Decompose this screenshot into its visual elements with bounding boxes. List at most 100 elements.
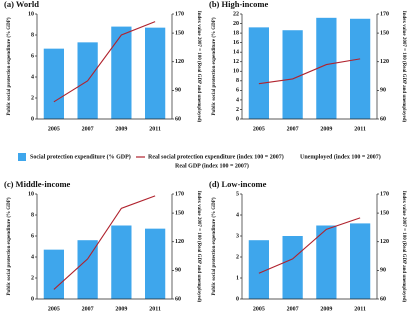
y-tick-label: 4 bbox=[236, 212, 239, 218]
y-tick-label: 4 bbox=[236, 97, 239, 103]
line bbox=[258, 58, 361, 85]
x-tick-label: 2009 bbox=[320, 126, 332, 132]
line bbox=[258, 217, 361, 274]
y-tick-label: 5 bbox=[236, 191, 239, 197]
y2-tick-label: 120 bbox=[380, 59, 389, 65]
y2-tick-label: 170 bbox=[175, 191, 184, 197]
y-tick-label: 8 bbox=[31, 212, 34, 218]
bar bbox=[248, 240, 269, 299]
x-tick-label: 2007 bbox=[287, 126, 299, 132]
x-tick-label: 2007 bbox=[287, 306, 299, 312]
panel-title: (b) High-income bbox=[209, 0, 268, 9]
bar bbox=[316, 17, 337, 119]
legend-label: Real GDP (index 100 = 2007) bbox=[175, 162, 249, 169]
bar bbox=[316, 225, 337, 299]
y-tick-label: 6 bbox=[31, 233, 34, 239]
y-tick-label: 4 bbox=[31, 254, 34, 260]
x-tick-label: 2009 bbox=[115, 126, 127, 132]
y-tick-label: 16 bbox=[233, 40, 239, 46]
y2-tick-label: 60 bbox=[175, 296, 181, 302]
y2-tick-label: 90 bbox=[175, 268, 181, 274]
y-axis-title: Public social protection expenditure (% … bbox=[212, 197, 217, 295]
y-tick-label: 6 bbox=[236, 88, 239, 94]
bar bbox=[43, 249, 64, 299]
y-tick-label: 20 bbox=[233, 21, 239, 27]
y-tick-label: 0 bbox=[31, 296, 34, 302]
y-tick-label: 18 bbox=[233, 30, 239, 36]
bar bbox=[43, 48, 64, 119]
line bbox=[53, 21, 156, 103]
y-tick-label: 0 bbox=[236, 296, 239, 302]
y-tick-label: 6 bbox=[31, 53, 34, 59]
y-tick-label: 4 bbox=[31, 74, 34, 80]
y-tick-label: 2 bbox=[236, 107, 239, 113]
y2-axis-title: Index value 2007 = 100 (Real GDP and une… bbox=[196, 11, 201, 123]
x-tick-label: 2007 bbox=[82, 306, 94, 312]
y2-tick-label: 120 bbox=[175, 59, 184, 65]
y-tick-label: 8 bbox=[236, 78, 239, 84]
bar bbox=[248, 27, 269, 120]
y2-tick-label: 90 bbox=[175, 88, 181, 94]
y-tick-label: 8 bbox=[31, 32, 34, 38]
y2-axis-title: Index value 2007 = 100 (Real GDP and une… bbox=[196, 191, 201, 303]
y2-tick-label: 90 bbox=[380, 268, 386, 274]
x-tick-label: 2005 bbox=[48, 306, 60, 312]
y2-axis-title: Index value 2007 = 100 (Real GDP and une… bbox=[401, 191, 406, 303]
y2-tick-label: 60 bbox=[175, 116, 181, 122]
y2-tick-label: 120 bbox=[175, 239, 184, 245]
y2-tick-label: 60 bbox=[380, 116, 386, 122]
y-tick-label: 3 bbox=[236, 233, 239, 239]
panel-title: (c) Middle-income bbox=[4, 179, 71, 189]
x-tick-label: 2007 bbox=[82, 126, 94, 132]
legend-label: Real social protection expenditure (inde… bbox=[148, 153, 284, 160]
panel-title: (d) Low-income bbox=[209, 179, 267, 189]
x-tick-label: 2011 bbox=[149, 126, 161, 132]
y2-tick-label: 170 bbox=[175, 11, 184, 17]
y-tick-label: 10 bbox=[28, 191, 34, 197]
y-tick-label: 12 bbox=[233, 59, 239, 65]
y2-tick-label: 170 bbox=[380, 11, 389, 17]
y-axis-title: Public social protection expenditure (% … bbox=[212, 17, 217, 115]
y2-tick-label: 90 bbox=[380, 88, 386, 94]
y-tick-label: 2 bbox=[31, 275, 34, 281]
y-tick-label: 10 bbox=[233, 69, 239, 75]
y-axis-title: Public social protection expenditure (% … bbox=[7, 197, 12, 295]
y-tick-label: 1 bbox=[236, 275, 239, 281]
y2-tick-label: 150 bbox=[175, 210, 184, 216]
y-tick-label: 14 bbox=[233, 50, 239, 56]
y-tick-label: 0 bbox=[31, 116, 34, 122]
bar bbox=[350, 223, 371, 299]
y2-tick-label: 120 bbox=[380, 239, 389, 245]
bar bbox=[111, 225, 132, 299]
bar bbox=[111, 26, 132, 120]
bar bbox=[145, 228, 166, 299]
y2-tick-label: 150 bbox=[380, 210, 389, 216]
x-tick-label: 2005 bbox=[253, 306, 265, 312]
y-tick-label: 2 bbox=[236, 254, 239, 260]
legend-swatch bbox=[18, 153, 26, 161]
y-tick-label: 0 bbox=[236, 116, 239, 122]
y2-tick-label: 170 bbox=[380, 191, 389, 197]
legend-label: Social protection expenditure (% GDP) bbox=[30, 153, 131, 160]
x-tick-label: 2011 bbox=[354, 306, 366, 312]
y2-tick-label: 150 bbox=[380, 30, 389, 36]
line bbox=[53, 195, 156, 290]
panel-title: (a) World bbox=[4, 0, 39, 9]
x-tick-label: 2005 bbox=[48, 126, 60, 132]
bar bbox=[282, 30, 303, 119]
x-tick-label: 2011 bbox=[149, 306, 161, 312]
bar bbox=[350, 18, 371, 119]
bar bbox=[282, 236, 303, 299]
y-tick-label: 10 bbox=[28, 11, 34, 17]
y-axis-title: Public social protection expenditure (% … bbox=[7, 17, 12, 115]
x-tick-label: 2011 bbox=[354, 126, 366, 132]
bar bbox=[77, 240, 98, 299]
y2-tick-label: 150 bbox=[175, 30, 184, 36]
y2-tick-label: 60 bbox=[380, 296, 386, 302]
y-tick-label: 22 bbox=[233, 11, 239, 17]
legend-label: Unemployed (index 100 = 2007) bbox=[300, 153, 381, 160]
x-tick-label: 2009 bbox=[320, 306, 332, 312]
bar bbox=[145, 27, 166, 119]
y-tick-label: 2 bbox=[31, 95, 34, 101]
